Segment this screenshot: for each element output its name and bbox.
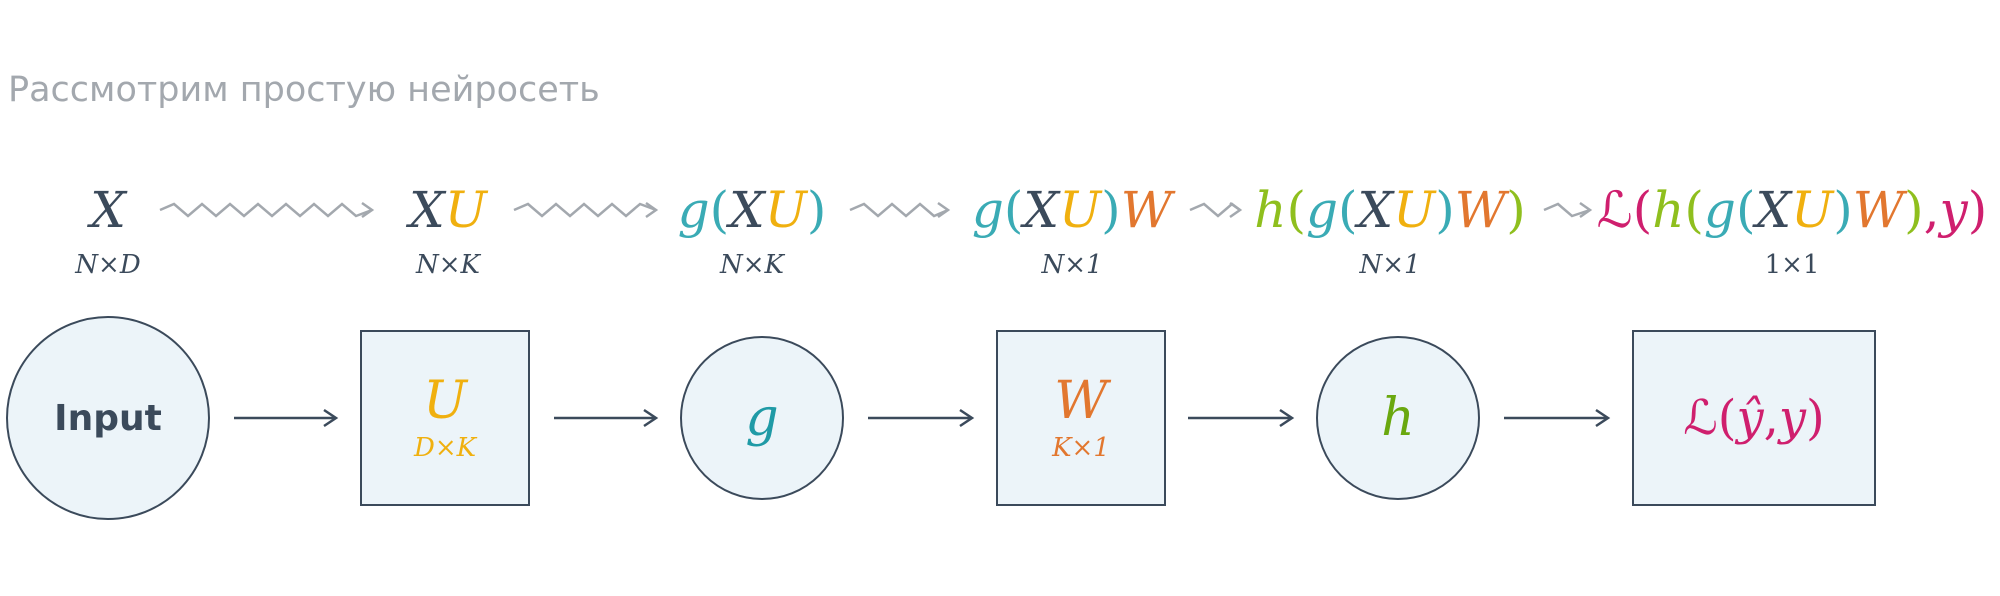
- expr-hgxuw: h(g(XU)W): [1254, 181, 1526, 239]
- dim-hgxuw: N×1: [1359, 250, 1421, 280]
- w-matrix-dim: K×1: [1052, 433, 1110, 463]
- loss-symbol: ℒ(ŷ,y): [1683, 390, 1825, 446]
- dim-gxu: N×K: [720, 250, 784, 280]
- arrow-g-w-head: [959, 408, 975, 428]
- u-matrix-dim: D×K: [413, 433, 477, 463]
- expr-gxuw: g(XU)W: [971, 181, 1173, 239]
- h-activation-node: h: [1316, 336, 1480, 500]
- squiggle-arrow-head-3: [937, 201, 951, 219]
- loss-node: ℒ(ŷ,y): [1632, 330, 1876, 506]
- flow-arrows: [234, 408, 1611, 428]
- u-matrix-node: U D×K: [360, 330, 530, 506]
- expr-loss: ℒ(h(g(XU)W),y): [1596, 181, 1988, 239]
- expr-x-text: X: [90, 181, 126, 239]
- squiggle-arrow-2: [513, 202, 657, 218]
- arrow-w-h-head: [1279, 408, 1295, 428]
- expr-xu-u: U: [444, 181, 487, 239]
- squiggle-arrow-head-5: [1579, 201, 1593, 219]
- dim-loss: 1×1: [1764, 250, 1820, 280]
- input-node: Input: [6, 316, 210, 520]
- w-matrix-symbol: W: [1054, 371, 1108, 431]
- squiggle-arrow-1: [159, 202, 373, 218]
- arrow-h-loss-head: [1595, 408, 1611, 428]
- squiggle-arrow-5: [1543, 202, 1591, 218]
- g-activation-node: g: [680, 336, 844, 500]
- page-title: Рассмотрим простую нейросеть: [8, 70, 600, 110]
- expr-gxu: g(XU): [677, 181, 827, 239]
- w-matrix-node: W K×1: [996, 330, 1166, 506]
- u-matrix-symbol: U: [423, 371, 467, 431]
- dim-xu: N×K: [416, 250, 480, 280]
- squiggle-arrow-head-1: [361, 201, 375, 219]
- squiggle-arrow-3: [849, 202, 949, 218]
- h-activation-symbol: h: [1381, 388, 1415, 448]
- expr-xu-x: X: [409, 181, 445, 239]
- arrow-input-u-head: [323, 408, 339, 428]
- expr-x: X: [90, 180, 126, 240]
- expr-xu: XU: [409, 180, 487, 240]
- dim-x: N×D: [75, 250, 141, 280]
- input-node-label: Input: [54, 397, 162, 439]
- dim-gxuw: N×1: [1041, 250, 1103, 280]
- g-activation-symbol: g: [745, 388, 779, 448]
- squiggle-arrow-head-2: [645, 201, 659, 219]
- squiggle-arrow-head-4: [1229, 201, 1243, 219]
- arrow-u-g-head: [643, 408, 659, 428]
